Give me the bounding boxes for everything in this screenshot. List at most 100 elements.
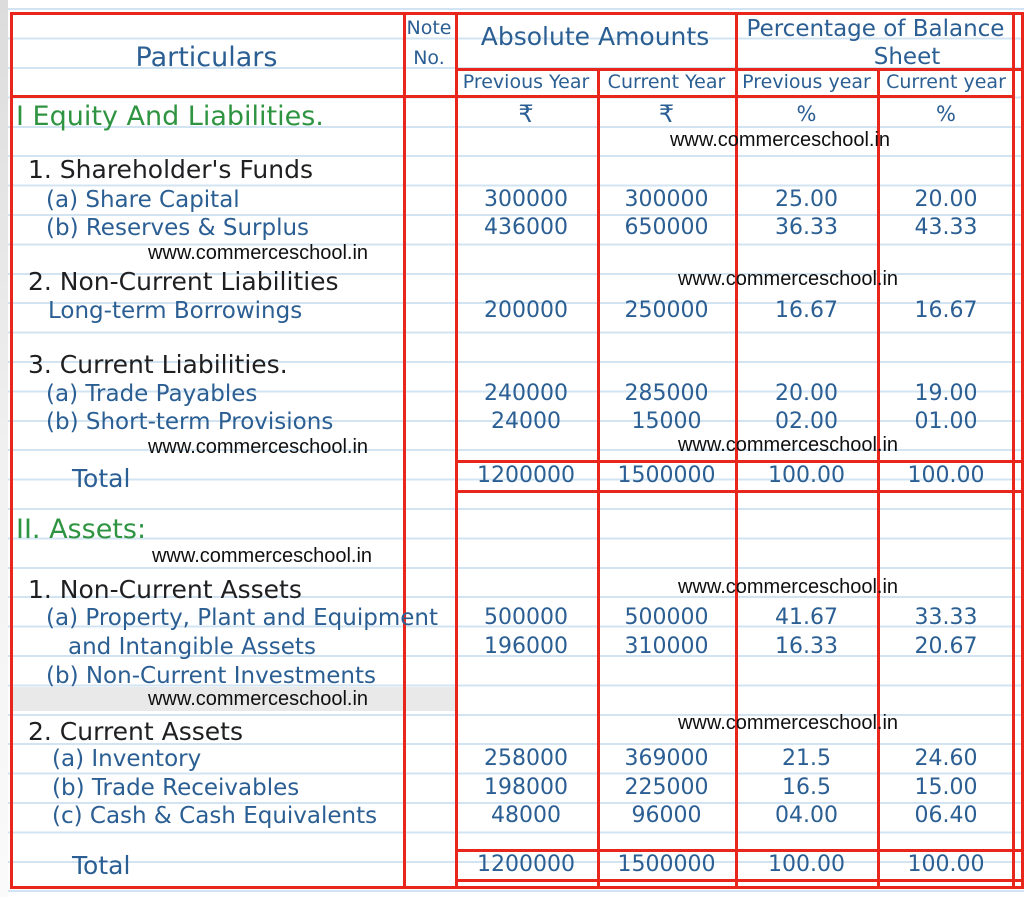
paper-left-edge — [0, 0, 8, 897]
subheader-percentage-previous-year: Previous year — [742, 71, 871, 93]
table-divider-abs-prev-curr — [597, 68, 600, 889]
cell-tp-pct-curr: 19.00 — [914, 381, 978, 406]
watermark-text: www.commerceschool.in — [677, 268, 899, 290]
column-header-particulars: Particulars — [135, 42, 278, 73]
cell-reserves-pct-prev: 36.33 — [775, 215, 838, 240]
cell-ncinv-abs-prev: 196000 — [484, 634, 568, 659]
row-label-trade-receivables: (b) Trade Receivables — [52, 775, 300, 801]
cell-stp-pct-prev: 02.00 — [775, 409, 838, 434]
header-subdivider-line — [455, 68, 1024, 71]
cell-reserves-pct-curr: 43.33 — [914, 215, 978, 240]
cell-total1-pct-curr: 100.00 — [907, 463, 985, 488]
subheader-percentage-current-year: Current year — [886, 71, 1006, 93]
cell-ppe-pct-curr: 33.33 — [914, 605, 978, 630]
cell-ppe-abs-curr: 500000 — [624, 605, 709, 630]
cell-tr-abs-curr: 225000 — [624, 775, 709, 800]
unit-rupee-previous: ₹ — [518, 100, 534, 128]
column-header-percentage-line2: Sheet — [873, 44, 941, 70]
row-label-trade-payables: (a) Trade Payables — [46, 381, 258, 407]
cell-share-capital-pct-curr: 20.00 — [914, 187, 978, 212]
row-label-non-current-liabilities: 2. Non-Current Liabilities — [28, 267, 339, 296]
watermark-text: www.commerceschool.in — [677, 576, 899, 598]
cell-cash-pct-curr: 06.40 — [914, 803, 978, 828]
column-header-note-line1: Note — [406, 17, 452, 39]
table-border-right — [1012, 12, 1015, 889]
total2-box-bottom-line — [455, 879, 1024, 882]
watermark-text: www.commerceschool.in — [147, 688, 369, 710]
header-bottom-line — [10, 95, 1015, 98]
table-border-left — [10, 12, 13, 889]
watermark-text: www.commerceschool.in — [151, 545, 373, 567]
watermark-text: www.commerceschool.in — [677, 434, 899, 456]
cell-stp-pct-curr: 01.00 — [914, 409, 978, 434]
subheader-absolute-previous-year: Previous Year — [462, 71, 590, 93]
table-border-bottom — [10, 886, 1024, 889]
row-label-cash-equivalents: (c) Cash & Cash Equivalents — [52, 803, 378, 829]
cell-inventory-abs-curr: 369000 — [624, 746, 709, 771]
row-label-total-equity-liabilities: Total — [72, 464, 131, 493]
unit-percent-current: % — [936, 102, 956, 126]
cell-tp-abs-prev: 240000 — [484, 381, 568, 406]
watermark-text: www.commerceschool.in — [147, 436, 369, 458]
cell-total2-abs-curr: 1500000 — [617, 852, 716, 877]
table-divider-note-amounts — [455, 12, 458, 889]
column-header-absolute-amounts: Absolute Amounts — [480, 22, 710, 51]
cell-inventory-abs-prev: 258000 — [484, 746, 568, 771]
section-title-assets: II. Assets: — [16, 514, 147, 545]
unit-rupee-current: ₹ — [658, 100, 675, 128]
cell-stp-abs-curr: 15000 — [631, 409, 702, 434]
section-title-equity-and-liabilities: I Equity And Liabilities. — [16, 101, 324, 132]
watermark-text: www.commerceschool.in — [147, 242, 369, 264]
page-edge-red-line — [1021, 12, 1024, 889]
cell-share-capital-abs-curr: 300000 — [624, 187, 709, 212]
unit-percent-previous: % — [796, 102, 817, 126]
cell-total1-abs-prev: 1200000 — [477, 463, 575, 488]
column-header-percentage-line1: Percentage of Balance — [746, 16, 1005, 42]
cell-inventory-pct-prev: 21.5 — [782, 746, 831, 771]
table-divider-pct-prev-curr — [877, 68, 880, 889]
cell-inventory-pct-curr: 24.60 — [914, 746, 978, 771]
row-label-long-term-borrowings: Long-term Borrowings — [48, 298, 303, 324]
table-divider-amounts-percentage — [735, 12, 738, 889]
row-label-ppe: (a) Property, Plant and Equipment — [46, 605, 438, 631]
row-label-non-current-investments: (b) Non-Current Investments — [46, 663, 376, 689]
cell-cash-abs-prev: 48000 — [491, 803, 561, 828]
cell-reserves-abs-curr: 650000 — [624, 215, 709, 240]
cell-cash-pct-prev: 04.00 — [775, 803, 838, 828]
cell-total2-abs-prev: 1200000 — [477, 852, 575, 877]
cell-ncinv-pct-prev: 16.33 — [775, 634, 838, 659]
cell-reserves-abs-prev: 436000 — [484, 215, 568, 240]
table-divider-particulars-note — [403, 12, 406, 889]
total2-box-top-line — [455, 849, 1024, 852]
cell-tp-abs-curr: 285000 — [624, 381, 709, 406]
row-label-total-assets: Total — [72, 851, 131, 880]
cell-ltb-pct-prev: 16.67 — [775, 298, 838, 323]
row-label-short-term-provisions: (b) Short-term Provisions — [46, 409, 334, 435]
scan-artifact-band — [10, 687, 456, 711]
cell-tr-abs-prev: 198000 — [484, 775, 568, 800]
cell-tr-pct-curr: 15.00 — [914, 775, 978, 800]
row-label-share-capital: (a) Share Capital — [46, 187, 240, 213]
cell-ltb-abs-curr: 250000 — [624, 298, 709, 323]
cell-tp-pct-prev: 20.00 — [775, 381, 838, 406]
table-border-top — [10, 12, 1024, 15]
row-label-inventory: (a) Inventory — [52, 746, 202, 772]
cell-ppe-abs-prev: 500000 — [484, 605, 568, 630]
row-label-non-current-assets: 1. Non-Current Assets — [28, 575, 302, 604]
row-label-reserves-surplus: (b) Reserves & Surplus — [46, 215, 310, 241]
cell-ltb-pct-curr: 16.67 — [914, 298, 978, 323]
cell-total1-abs-curr: 1500000 — [617, 463, 716, 488]
watermark-text: www.commerceschool.in — [669, 129, 891, 151]
row-label-current-assets: 2. Current Assets — [28, 717, 244, 746]
cell-tr-pct-prev: 16.5 — [782, 775, 831, 800]
cell-share-capital-abs-prev: 300000 — [484, 187, 568, 212]
row-label-intangible-assets: and Intangible Assets — [68, 634, 316, 660]
total1-box-bottom-line — [455, 490, 1024, 493]
cell-total1-pct-prev: 100.00 — [768, 463, 845, 488]
cell-total2-pct-prev: 100.00 — [768, 852, 845, 877]
total1-box-top-line — [455, 460, 1024, 463]
cell-total2-pct-curr: 100.00 — [907, 852, 985, 877]
subheader-absolute-current-year: Current Year — [607, 71, 726, 93]
cell-stp-abs-prev: 24000 — [491, 409, 561, 434]
